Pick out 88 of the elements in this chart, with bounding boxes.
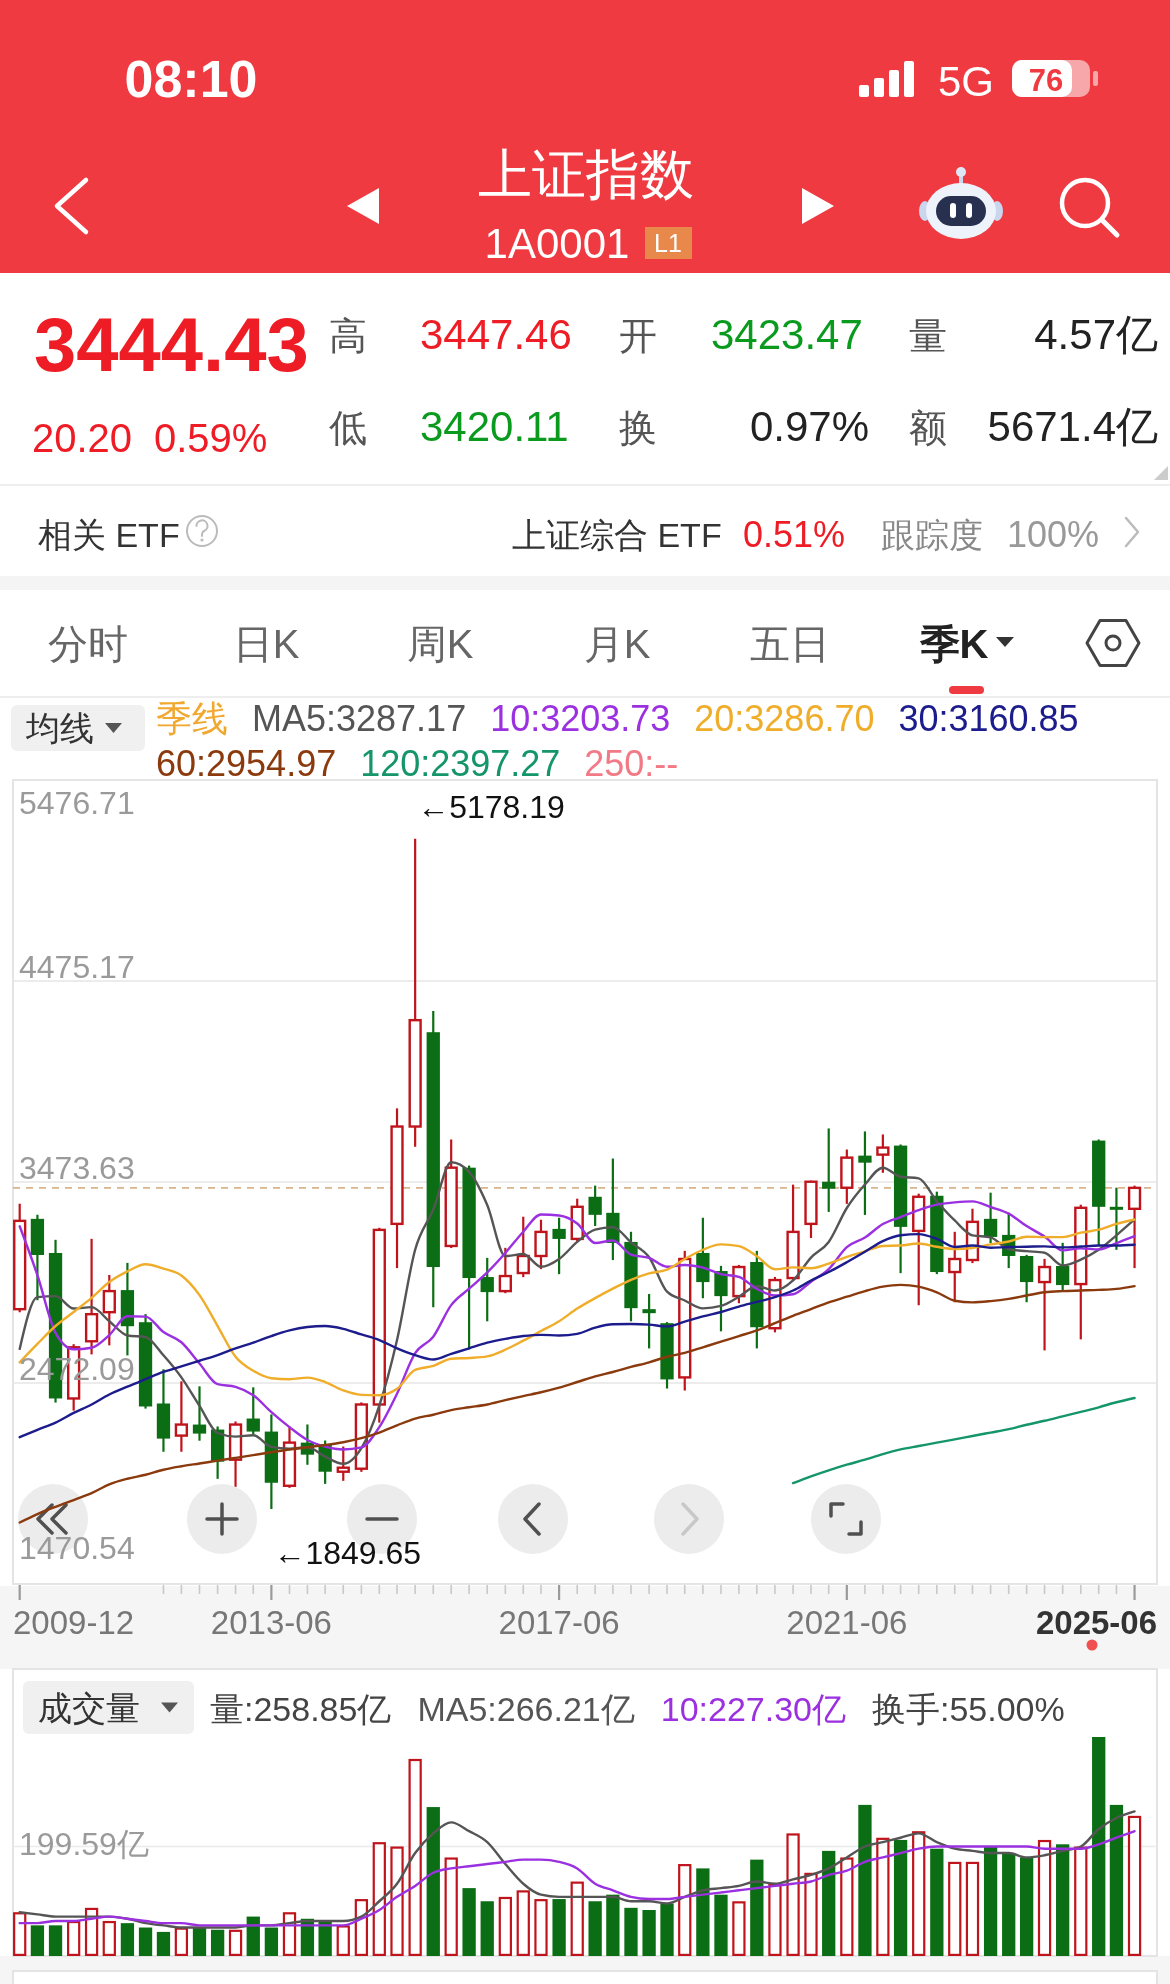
bar <box>1002 1853 1016 1956</box>
text: MA5:3287.17 <box>252 698 467 739</box>
text: 0.97% <box>749 403 869 450</box>
text: 换手:55.00% <box>871 1690 1065 1728</box>
text: 上证综合 ETF <box>512 516 722 554</box>
bar <box>480 1901 494 1956</box>
text: 30:3160.85 <box>898 698 1079 739</box>
text: 100% <box>1007 514 1100 555</box>
text: 1A0001 <box>484 220 630 267</box>
y-tick-label: 3473.63 <box>19 1150 135 1186</box>
bar <box>858 1804 872 1956</box>
bar <box>588 1901 602 1956</box>
text: 开 <box>619 315 657 357</box>
text: 10:227.30亿 <box>660 1690 847 1728</box>
x-tick-label: 2025-06 <box>1035 1604 1158 1641</box>
bar <box>30 1925 45 1956</box>
bar <box>462 1888 476 1956</box>
bar <box>606 1894 620 1956</box>
legend-label: 250:-- <box>584 743 679 784</box>
bar <box>822 1850 836 1956</box>
text: 0.59% <box>154 416 268 460</box>
text: 日K <box>232 622 300 666</box>
bar <box>983 1846 998 1956</box>
text: 量 <box>909 315 947 357</box>
legend-title: 季线 <box>156 698 228 739</box>
text: 5671.4亿 <box>987 403 1158 450</box>
bar <box>426 1807 440 1956</box>
bar <box>156 1931 171 1956</box>
text: 跟踪度 <box>881 516 983 554</box>
bar <box>930 1848 944 1956</box>
text: 季K <box>918 622 989 666</box>
text: 相关 ETF <box>38 516 180 554</box>
text: MA5:266.21亿 <box>417 1690 635 1728</box>
text: 3423.47 <box>711 311 863 358</box>
bar <box>660 1903 674 1956</box>
bar <box>1019 1857 1034 1956</box>
bar <box>696 1868 710 1956</box>
ref-line-label: 199.59亿 <box>19 1825 149 1862</box>
text: 月K <box>583 622 651 666</box>
text: 4.57亿 <box>1034 311 1158 358</box>
bar <box>750 1859 764 1956</box>
bar <box>1056 1844 1070 1956</box>
dropdown-button: 均线 <box>11 705 145 751</box>
y-tick-label: 4475.17 <box>19 949 135 985</box>
bar <box>1092 1737 1106 1956</box>
bar <box>48 1925 63 1956</box>
bar <box>210 1929 225 1956</box>
text: 3444.43 <box>34 302 309 387</box>
bar <box>642 1910 656 1956</box>
text: 高 <box>329 315 367 357</box>
text: 08:10 <box>124 50 258 108</box>
text: 3447.46 <box>420 311 572 358</box>
text: 五日 <box>750 622 830 666</box>
annotation: ←1849.65 <box>273 1534 422 1571</box>
x-tick-label: 2013-06 <box>210 1604 332 1641</box>
bar <box>138 1927 153 1956</box>
text: 周K <box>406 622 474 666</box>
x-tick-label: 2009-12 <box>13 1604 135 1641</box>
text: 5G <box>937 58 995 105</box>
annotation: ←5178.19 <box>417 788 565 825</box>
text: 低 <box>329 407 367 449</box>
text: 换 <box>619 407 657 449</box>
bar <box>552 1899 566 1956</box>
text: 额 <box>909 407 947 449</box>
text: 0.51% <box>743 514 846 555</box>
text: 76 <box>1028 63 1064 98</box>
bar <box>714 1894 728 1956</box>
bar <box>1109 1804 1124 1956</box>
y-tick-label: 1470.54 <box>19 1530 135 1566</box>
bar <box>120 1923 135 1956</box>
text: 20:3286.70 <box>694 698 875 739</box>
text: 60:2954.97 <box>156 743 337 784</box>
bar <box>192 1927 207 1956</box>
bar <box>264 1927 279 1956</box>
text: 分时 <box>48 622 128 666</box>
text: 120:2397.27 <box>360 743 561 784</box>
text: 20.20 <box>32 416 133 460</box>
text: 3420.11 <box>420 403 569 450</box>
text: 10:3203.73 <box>490 698 671 739</box>
text: L1 <box>654 229 682 257</box>
bar <box>893 1839 908 1956</box>
dropdown-button: 成交量 <box>23 1681 194 1734</box>
bar <box>624 1907 638 1956</box>
x-tick-label: 2021-06 <box>786 1604 908 1641</box>
y-tick-label: 5476.71 <box>19 785 135 821</box>
text: 上证指数 <box>478 144 694 204</box>
x-tick-label: 2017-06 <box>498 1604 620 1641</box>
text: 量:258.85亿 <box>210 1690 392 1728</box>
